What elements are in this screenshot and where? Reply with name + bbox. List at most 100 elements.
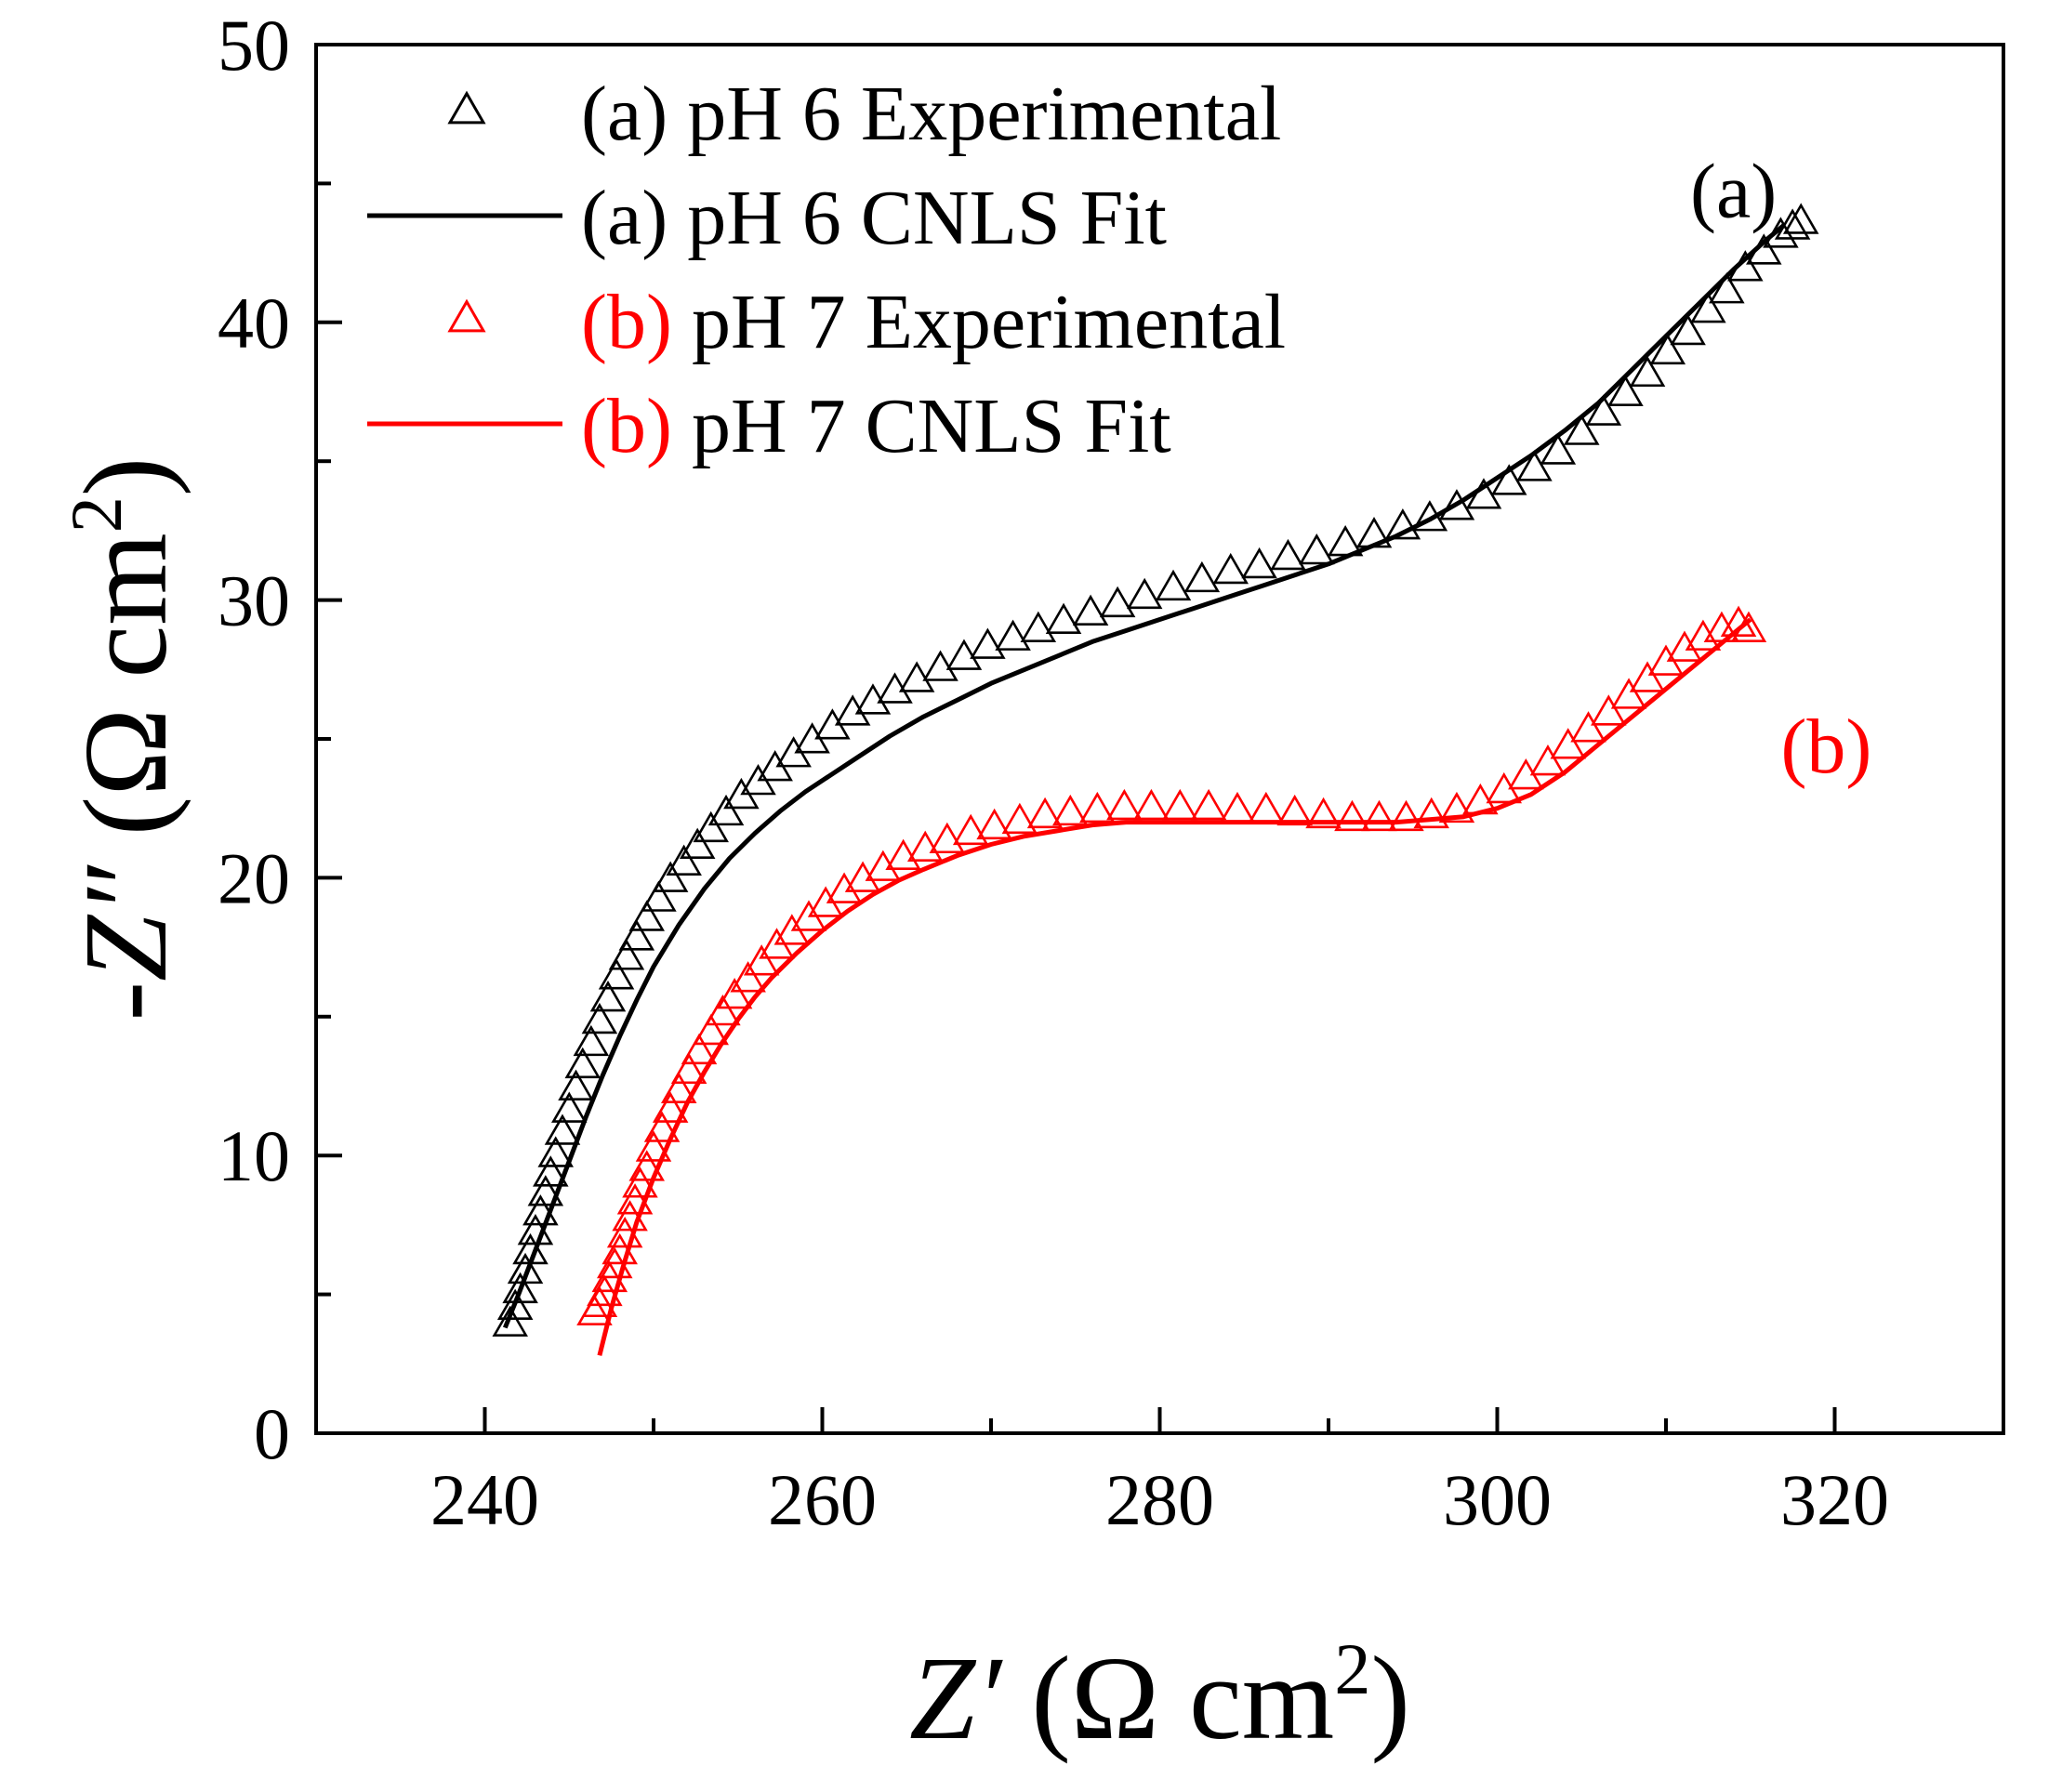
data-point-marker bbox=[1126, 577, 1163, 610]
y-axis-label-unit: (Ω cm bbox=[59, 533, 192, 865]
legend-entry-tag: (b) bbox=[581, 383, 672, 469]
data-point-marker bbox=[1334, 799, 1370, 832]
data-point-marker bbox=[1782, 203, 1819, 234]
data-point-marker bbox=[1052, 794, 1089, 826]
data-point-marker bbox=[1241, 547, 1277, 579]
data-point-marker bbox=[517, 1214, 554, 1245]
data-point-marker bbox=[730, 961, 766, 993]
data-point-marker bbox=[885, 838, 921, 870]
data-point-marker bbox=[1490, 464, 1527, 495]
data-point-marker bbox=[865, 850, 902, 881]
data-point-marker bbox=[502, 1272, 538, 1304]
data-point-marker bbox=[550, 1091, 588, 1123]
data-point-marker bbox=[589, 981, 627, 1012]
data-point-marker bbox=[1384, 508, 1421, 540]
data-point-marker bbox=[1727, 250, 1764, 282]
series-line bbox=[502, 223, 1786, 1329]
data-point-marker bbox=[512, 1232, 549, 1265]
data-point-marker bbox=[1361, 799, 1397, 832]
data-point-marker bbox=[527, 1175, 564, 1206]
data-point-marker bbox=[681, 1033, 718, 1065]
data-point-marker bbox=[537, 1136, 574, 1167]
data-point-marker bbox=[1685, 619, 1722, 651]
data-point-marker bbox=[707, 794, 745, 826]
data-point-marker bbox=[844, 861, 881, 892]
data-point-marker bbox=[693, 1013, 729, 1046]
x-axis-label-unit: (Ω cm bbox=[1001, 1632, 1334, 1764]
legend-entry-text: pH 6 Experimental bbox=[668, 71, 1281, 157]
legend-entry-text: pH 7 Experimental bbox=[672, 279, 1286, 365]
data-point-marker bbox=[533, 1155, 569, 1187]
data-point-marker bbox=[854, 683, 892, 715]
data-point-marker bbox=[693, 810, 729, 843]
axis-tick-labels: 240 260 280 300 320 0 10 20 30 40 50 bbox=[218, 5, 1889, 1540]
data-point-marker bbox=[558, 1069, 594, 1100]
data-point-marker bbox=[1190, 788, 1227, 821]
data-point-marker bbox=[1388, 799, 1424, 832]
data-point-marker bbox=[1610, 678, 1647, 709]
legend-entry-text: pH 6 CNLS Fit bbox=[668, 175, 1167, 261]
data-point-marker bbox=[652, 861, 689, 892]
data-point-marker bbox=[877, 672, 913, 704]
curve-annotation: (a) bbox=[1690, 148, 1777, 234]
data-point-marker bbox=[1591, 694, 1627, 726]
x-tick-label: 280 bbox=[1105, 1459, 1214, 1540]
data-point-marker bbox=[1529, 744, 1566, 776]
data-point-marker bbox=[1413, 797, 1449, 829]
data-point-marker bbox=[945, 639, 983, 670]
legend-entry-tag: (a) bbox=[581, 175, 668, 261]
y-tick-label: 0 bbox=[254, 1393, 290, 1474]
data-point-marker bbox=[1690, 291, 1726, 323]
data-point-marker bbox=[1212, 552, 1249, 585]
y-tick-label: 30 bbox=[218, 560, 290, 641]
data-point-marker bbox=[1072, 594, 1109, 626]
legend-entry-tag: (b) bbox=[581, 279, 672, 365]
data-point-marker bbox=[906, 830, 944, 863]
data-point-marker bbox=[826, 872, 863, 903]
legend-marker bbox=[447, 90, 486, 125]
data-point-marker bbox=[970, 627, 1006, 659]
data-point-marker bbox=[1327, 524, 1364, 557]
data-point-marker bbox=[1774, 208, 1811, 240]
data-point-marker bbox=[1079, 791, 1116, 824]
data-point-marker bbox=[1666, 630, 1703, 662]
legend-entry-label: (a) pH 6 Experimental bbox=[581, 71, 1281, 157]
series-line bbox=[597, 617, 1752, 1356]
data-point-marker bbox=[1746, 233, 1782, 265]
data-point-marker bbox=[834, 694, 871, 726]
data-point-marker bbox=[1563, 414, 1600, 445]
curve-annotation: (b) bbox=[1780, 704, 1871, 790]
data-point-marker bbox=[1305, 797, 1342, 829]
x-axis-label-sup: 2 bbox=[1334, 1628, 1370, 1709]
legend-entry-label: (a) pH 6 CNLS Fit bbox=[581, 175, 1167, 261]
data-point-marker bbox=[1516, 450, 1553, 481]
data-point-marker bbox=[1133, 788, 1170, 821]
legend-entry-text: pH 7 CNLS Fit bbox=[672, 383, 1171, 469]
data-point-marker bbox=[622, 1166, 658, 1198]
x-tick-label: 300 bbox=[1443, 1459, 1552, 1540]
data-point-marker bbox=[929, 822, 966, 854]
data-point-marker bbox=[952, 813, 989, 846]
data-point-marker bbox=[995, 619, 1031, 651]
x-axis-label-close: ) bbox=[1370, 1632, 1410, 1764]
data-point-marker bbox=[581, 1002, 618, 1034]
data-point-marker bbox=[705, 994, 741, 1026]
x-axis-label-var: Z′ bbox=[909, 1632, 1003, 1764]
data-point-marker bbox=[1248, 791, 1285, 824]
data-point-marker bbox=[601, 1232, 638, 1265]
plot-frame bbox=[314, 43, 2005, 1435]
data-point-marker bbox=[507, 1252, 544, 1285]
data-point-marker bbox=[1720, 605, 1757, 637]
data-point-marker bbox=[573, 1024, 610, 1057]
data-point-marker bbox=[1045, 602, 1082, 634]
data-point-marker bbox=[544, 1113, 581, 1145]
data-point-marker bbox=[643, 1111, 681, 1142]
data-point-marker bbox=[628, 1150, 665, 1181]
data-point-marker bbox=[922, 650, 958, 681]
data-point-marker bbox=[1465, 478, 1502, 509]
data-point-marker bbox=[652, 1091, 689, 1123]
data-point-marker bbox=[670, 1052, 707, 1085]
data-point-marker bbox=[1607, 375, 1644, 406]
data-point-marker bbox=[716, 978, 753, 1009]
